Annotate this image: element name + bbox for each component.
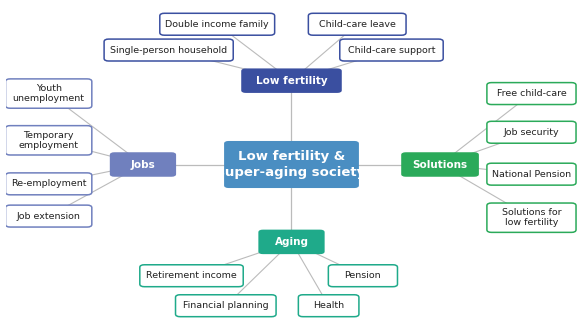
FancyBboxPatch shape — [6, 205, 92, 227]
FancyBboxPatch shape — [328, 265, 398, 287]
FancyBboxPatch shape — [401, 152, 479, 177]
FancyBboxPatch shape — [104, 39, 233, 61]
FancyBboxPatch shape — [110, 152, 176, 177]
Text: National Pension: National Pension — [492, 170, 571, 179]
Text: Solutions: Solutions — [413, 160, 468, 169]
FancyBboxPatch shape — [487, 203, 576, 232]
Text: Jobs: Jobs — [131, 160, 155, 169]
FancyBboxPatch shape — [340, 39, 443, 61]
Text: Pension: Pension — [345, 271, 381, 280]
FancyBboxPatch shape — [160, 13, 275, 35]
FancyBboxPatch shape — [6, 79, 92, 108]
Text: Temporary
employment: Temporary employment — [19, 131, 79, 150]
Text: Re-employment: Re-employment — [11, 179, 86, 188]
FancyBboxPatch shape — [258, 230, 325, 254]
FancyBboxPatch shape — [487, 121, 576, 143]
Text: Solutions for
low fertility: Solutions for low fertility — [501, 208, 561, 227]
Text: Retirement income: Retirement income — [146, 271, 237, 280]
Text: Low fertility &
super-aging society: Low fertility & super-aging society — [217, 150, 366, 179]
Text: Child-care support: Child-care support — [347, 45, 436, 55]
Text: Low fertility: Low fertility — [256, 76, 327, 86]
Text: Job extension: Job extension — [17, 212, 80, 220]
FancyBboxPatch shape — [6, 126, 92, 155]
Text: Single-person household: Single-person household — [110, 45, 227, 55]
Text: Health: Health — [313, 301, 344, 310]
FancyBboxPatch shape — [175, 295, 276, 317]
FancyBboxPatch shape — [224, 141, 359, 188]
Text: Double income family: Double income family — [166, 20, 269, 29]
Text: Free child-care: Free child-care — [497, 89, 566, 98]
FancyBboxPatch shape — [241, 68, 342, 93]
FancyBboxPatch shape — [487, 83, 576, 105]
Text: Job security: Job security — [504, 128, 559, 137]
FancyBboxPatch shape — [6, 173, 92, 195]
FancyBboxPatch shape — [140, 265, 243, 287]
FancyBboxPatch shape — [298, 295, 359, 317]
Text: Aging: Aging — [275, 237, 308, 247]
Text: Child-care leave: Child-care leave — [319, 20, 396, 29]
Text: Youth
unemployment: Youth unemployment — [13, 84, 85, 103]
FancyBboxPatch shape — [487, 163, 576, 185]
FancyBboxPatch shape — [308, 13, 406, 35]
Text: Financial planning: Financial planning — [183, 301, 269, 310]
